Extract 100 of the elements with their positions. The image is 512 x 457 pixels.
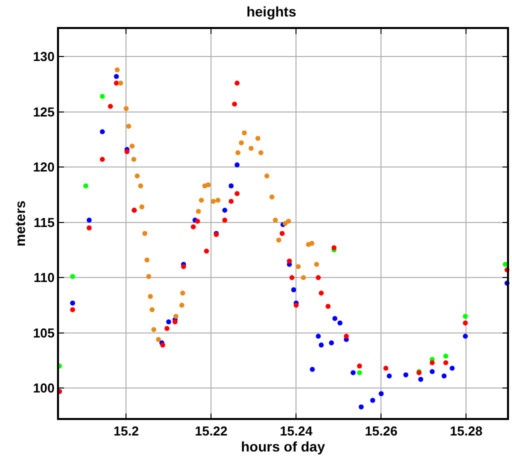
point	[430, 360, 435, 366]
point	[166, 319, 172, 324]
point	[124, 149, 130, 154]
point	[144, 257, 150, 262]
point	[280, 230, 285, 236]
point	[418, 376, 424, 382]
point	[70, 274, 76, 280]
point	[180, 290, 186, 296]
point	[139, 204, 144, 210]
point	[131, 156, 136, 162]
point	[462, 314, 468, 319]
point	[328, 340, 334, 346]
point	[264, 173, 270, 178]
point	[142, 230, 148, 236]
point	[222, 208, 228, 213]
point	[222, 218, 228, 223]
point	[357, 364, 362, 369]
point	[357, 370, 362, 376]
point	[196, 208, 201, 214]
point	[179, 302, 184, 308]
point	[210, 198, 216, 204]
point	[228, 198, 234, 204]
point	[160, 342, 166, 348]
point	[234, 80, 240, 86]
point	[462, 320, 468, 326]
x-tick-label: 15.2	[114, 423, 139, 438]
point	[124, 106, 129, 112]
point	[114, 80, 119, 86]
point	[430, 369, 435, 374]
point	[108, 104, 113, 109]
point	[86, 218, 92, 223]
chart-title: heights	[246, 4, 296, 20]
x-tick-label: 15.26	[364, 423, 398, 438]
y-tick-label: 105	[32, 325, 55, 340]
point	[269, 194, 274, 200]
point	[272, 218, 278, 223]
point	[314, 262, 320, 267]
point	[358, 404, 364, 410]
point	[383, 366, 388, 371]
point	[206, 182, 211, 188]
point	[258, 150, 264, 156]
point	[378, 391, 384, 396]
point	[332, 245, 337, 250]
point	[235, 150, 240, 156]
point	[289, 275, 294, 280]
point	[318, 290, 324, 296]
point	[148, 294, 153, 299]
point	[443, 354, 448, 359]
point	[286, 218, 292, 224]
point	[238, 140, 244, 146]
point	[386, 374, 392, 379]
y-tick-label: 125	[32, 104, 55, 120]
x-tick-label: 15.28	[450, 423, 482, 438]
point	[190, 224, 196, 230]
point	[118, 80, 124, 86]
point	[316, 275, 321, 280]
point	[234, 191, 240, 196]
point	[228, 183, 234, 188]
y-tick-label: 130	[32, 49, 55, 64]
x-axis-title: hours of day	[240, 438, 326, 454]
point	[310, 366, 315, 372]
point	[146, 274, 152, 280]
point	[286, 258, 292, 264]
point	[70, 307, 76, 312]
point	[248, 146, 254, 151]
point	[255, 136, 260, 141]
point	[100, 156, 105, 162]
point	[370, 398, 376, 403]
point	[296, 264, 301, 270]
y-axis-title: meters	[12, 200, 28, 246]
point	[215, 198, 220, 203]
point	[276, 238, 282, 243]
point	[130, 144, 135, 149]
point	[332, 316, 338, 322]
point	[86, 225, 92, 230]
point	[114, 67, 120, 72]
y-tick-label: 110	[34, 270, 55, 286]
point	[344, 334, 349, 339]
point	[443, 360, 448, 366]
point	[181, 264, 186, 270]
point	[291, 287, 296, 292]
x-tick-label: 15.24	[280, 423, 314, 438]
point	[204, 248, 209, 254]
y-tick-label: 115	[34, 214, 55, 230]
point	[195, 218, 200, 224]
point	[151, 327, 156, 332]
point	[198, 198, 204, 203]
point	[100, 94, 105, 99]
point	[309, 240, 314, 246]
point	[232, 102, 238, 107]
point	[318, 342, 324, 348]
y-tick-label: 120	[32, 160, 55, 175]
point	[242, 130, 247, 136]
point	[126, 124, 132, 129]
point	[173, 314, 178, 319]
x-tick-label: 15.22	[194, 423, 228, 438]
point	[114, 74, 119, 80]
point	[156, 337, 161, 342]
point	[134, 173, 140, 178]
point	[403, 372, 408, 378]
